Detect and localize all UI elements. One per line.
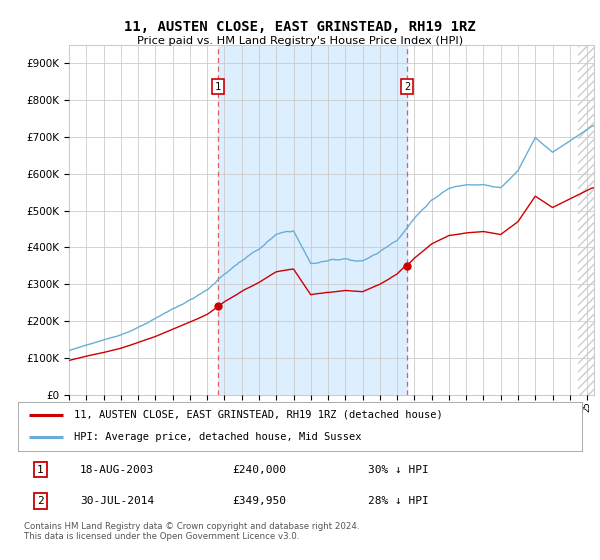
- Bar: [218, 45, 407, 395]
- Text: 2: 2: [404, 82, 410, 92]
- Text: £240,000: £240,000: [232, 465, 286, 475]
- Text: 1: 1: [215, 82, 221, 92]
- Text: 30% ↓ HPI: 30% ↓ HPI: [368, 465, 428, 475]
- Text: 28% ↓ HPI: 28% ↓ HPI: [368, 496, 428, 506]
- Text: HPI: Average price, detached house, Mid Sussex: HPI: Average price, detached house, Mid …: [74, 432, 362, 442]
- Text: 30-JUL-2014: 30-JUL-2014: [80, 496, 154, 506]
- Text: Price paid vs. HM Land Registry's House Price Index (HPI): Price paid vs. HM Land Registry's House …: [137, 36, 463, 46]
- Text: 11, AUSTEN CLOSE, EAST GRINSTEAD, RH19 1RZ (detached house): 11, AUSTEN CLOSE, EAST GRINSTEAD, RH19 1…: [74, 410, 443, 420]
- Text: Contains HM Land Registry data © Crown copyright and database right 2024.
This d: Contains HM Land Registry data © Crown c…: [24, 522, 359, 542]
- Text: 18-AUG-2003: 18-AUG-2003: [80, 465, 154, 475]
- Text: 11, AUSTEN CLOSE, EAST GRINSTEAD, RH19 1RZ: 11, AUSTEN CLOSE, EAST GRINSTEAD, RH19 1…: [124, 20, 476, 34]
- Text: 2: 2: [37, 496, 44, 506]
- Bar: [578, 45, 594, 395]
- Text: 1: 1: [37, 465, 44, 475]
- Text: £349,950: £349,950: [232, 496, 286, 506]
- Bar: [578, 45, 594, 395]
